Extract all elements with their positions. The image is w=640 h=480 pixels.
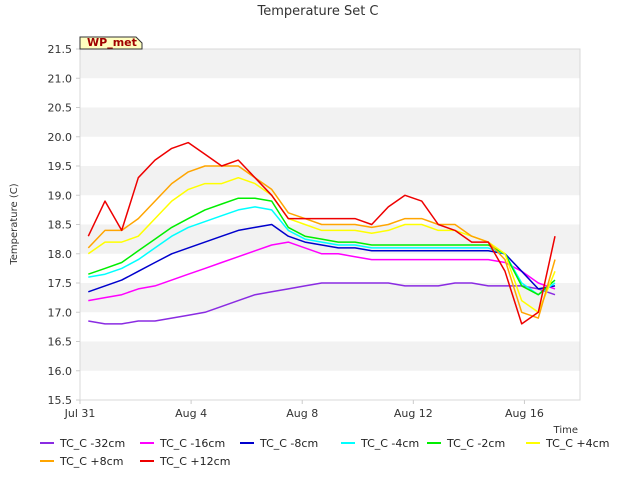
grid-band	[80, 370, 580, 400]
chart-title: Temperature Set C	[256, 4, 378, 19]
y-tick-label: 21.5	[48, 43, 73, 56]
y-tick-label: 17.5	[48, 277, 73, 290]
series-line-tc-c-4cm	[88, 206, 556, 296]
x-axis-label: Time	[553, 425, 578, 436]
series-line-tc-c-2cm	[88, 197, 556, 296]
y-axis-label: Temperature (C)	[9, 183, 20, 265]
y-tick-label: 18.0	[48, 248, 73, 261]
legend-label: TC_C +4cm	[545, 437, 609, 450]
legend: TC_C -32cm TC_C -16cm TC_C -8cm TC_C -4cm TC…	[40, 437, 609, 468]
legend-label: TC_C -4cm	[360, 437, 419, 450]
series-line-tc-c-32cm	[88, 282, 556, 325]
y-tick-label: 20.5	[48, 102, 73, 115]
legend-label: TC_C -2cm	[446, 437, 505, 450]
series-line-tc-c-16cm	[88, 241, 556, 302]
legend-label: TC_C -16cm	[159, 437, 225, 450]
series-line-tc-c-8cm	[88, 223, 556, 293]
series-line-tc-c-12cm	[87, 141, 556, 325]
grid-band	[80, 283, 580, 313]
grid-band	[80, 107, 580, 137]
x-tick-label: Jul 31	[64, 407, 96, 420]
y-tick-label: 16.0	[48, 365, 73, 378]
legend-label: TC_C +8cm	[59, 455, 123, 468]
y-tick-label: 16.5	[48, 336, 73, 349]
y-tick-label: 19.0	[48, 189, 73, 202]
x-tick-label: Aug 8	[286, 407, 318, 420]
grid-band	[80, 136, 580, 166]
background-bands	[80, 49, 580, 400]
y-tick-label: 19.5	[48, 160, 73, 173]
x-tick-label: Aug 16	[505, 407, 544, 420]
grid-band	[80, 312, 580, 342]
grid-band	[80, 253, 580, 283]
badge-text: WP_met	[87, 36, 137, 49]
legend-label: TC_C -32cm	[59, 437, 125, 450]
y-axis: 15.5 16.0 16.5 17.0 17.5 18.0 18.5 19.0 19.5 20.0…	[48, 43, 80, 407]
x-tick-label: Aug 12	[394, 407, 433, 420]
y-tick-label: 18.5	[48, 219, 73, 232]
grid-band	[80, 195, 580, 225]
x-axis: Jul 31 Aug 4 Aug 8 Aug 12 Aug 16	[64, 400, 544, 420]
series-line-tc-c-8cm	[87, 165, 556, 319]
y-tick-label: 15.5	[48, 394, 73, 407]
legend-label: TC_C +12cm	[159, 455, 230, 468]
grid-band	[80, 49, 580, 79]
y-tick-label: 17.0	[48, 306, 73, 319]
y-tick-label: 20.0	[48, 131, 73, 144]
grid-band	[80, 166, 580, 196]
x-tick-label: Aug 4	[175, 407, 207, 420]
grid-band	[80, 341, 580, 371]
y-tick-label: 21.0	[48, 72, 73, 85]
series-lines	[87, 141, 556, 325]
wp-met-badge: WP_met	[79, 36, 143, 50]
legend-label: TC_C -8cm	[259, 437, 318, 450]
grid-band	[80, 78, 580, 108]
